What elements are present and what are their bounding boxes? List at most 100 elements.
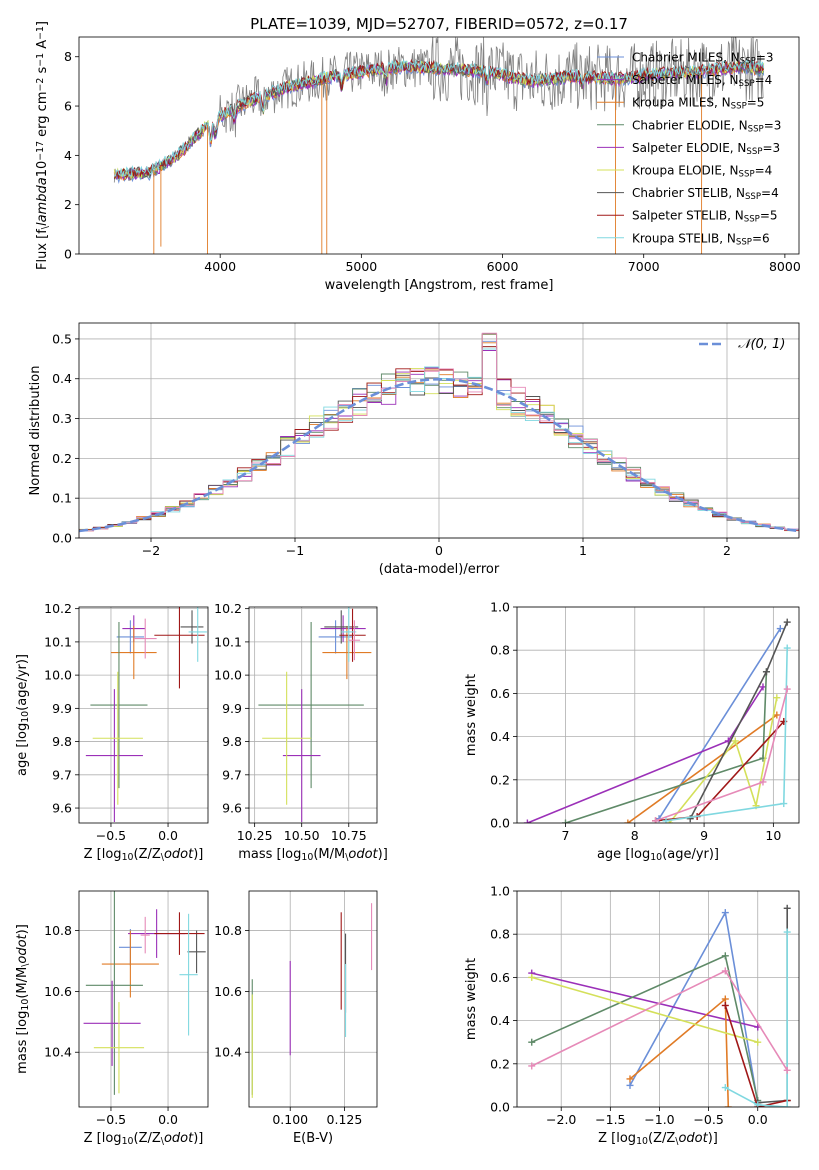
- plot-area: [528, 904, 791, 1107]
- x-tick-label: 1: [579, 543, 587, 558]
- series-point: [686, 815, 694, 823]
- x-axis-label: Z [log10(Z/Z\odot)]: [84, 847, 204, 863]
- legend-label-suffix: =4: [755, 164, 773, 178]
- x-tick-label: 2: [723, 543, 731, 558]
- series-point: [528, 973, 536, 981]
- legend-label-text: Chabrier STELIB, N: [632, 186, 745, 200]
- x-tick-label: 0.0: [158, 1112, 178, 1127]
- legend-label: Salpeter ELODIE, NSSP=3: [632, 141, 780, 157]
- x-tick-label: −2.0: [546, 1112, 576, 1127]
- x-axis-label: mass [log10(M/M\odot)]: [238, 847, 388, 863]
- y-tick-label: 9.7: [52, 767, 72, 782]
- series-point: [626, 1075, 634, 1083]
- y-axis-label: mass weight: [464, 958, 479, 1040]
- x-axis-label: Z [log10(Z/Z\odot)]: [598, 1131, 718, 1147]
- legend-label-text: Kroupa STELIB, N: [632, 231, 736, 245]
- x-axis-label: (data-model)/error: [379, 562, 500, 577]
- figure-title: PLATE=1039, MJD=52707, FIBERID=0572, z=0…: [250, 15, 628, 33]
- y-tick-label: 0: [64, 247, 72, 262]
- legend-label-text: Kroupa ELODIE, N: [632, 164, 739, 178]
- series-point: [783, 1103, 791, 1107]
- y-tick-label: 10.0: [44, 668, 72, 683]
- legend-label-sub: SSP: [746, 147, 762, 157]
- y-tick-label: 10.6: [214, 984, 242, 999]
- axes-frame: [78, 322, 800, 539]
- y-tick-label: 0.0: [52, 531, 72, 546]
- y-tick-label: 9.9: [222, 701, 242, 716]
- y-tick-label: 10.8: [44, 923, 72, 938]
- axes-8: −2.0 −1.5 −1.0 −0.5 0.0 0.0 0.2 0.4 0.6 0.8 1.0 Z […: [464, 884, 800, 1147]
- x-tick-label: −0.5: [96, 1112, 126, 1127]
- y-tick-label: 1.0: [490, 884, 510, 899]
- series-point: [783, 1066, 791, 1074]
- series-point: [721, 995, 729, 1003]
- series-point: [783, 644, 791, 652]
- legend-label-suffix: =5: [747, 96, 765, 110]
- x-tick-label: −0.5: [693, 1112, 723, 1127]
- axes-frame: [516, 606, 800, 824]
- series-point: [626, 1081, 634, 1089]
- series-point: [783, 685, 791, 693]
- x-tick-label: 5000: [345, 259, 377, 274]
- legend-label-sub: SSP: [731, 102, 747, 112]
- y-tick-label: 0.1: [52, 491, 72, 506]
- normal-curve: [79, 377, 799, 533]
- axes-7: 0.100 0.125 10.4 10.6 10.8 E(B-V): [214, 890, 378, 1146]
- axes-frame: [78, 606, 209, 824]
- x-tick-label: −1.0: [644, 1112, 674, 1127]
- y-tick-label: 0.2: [52, 451, 72, 466]
- series-point: [783, 904, 791, 912]
- y-tick-label: 10.1: [44, 634, 72, 649]
- x-tick-label: 8000: [769, 259, 801, 274]
- series-point: [783, 928, 791, 936]
- legend-label: Chabrier MILES, NSSP=3: [632, 51, 774, 67]
- legend: 𝒩(0, 1): [699, 337, 785, 352]
- plot-area: [79, 332, 799, 538]
- legend-label: Salpeter STELIB, NSSP=5: [632, 209, 778, 225]
- plot-area: [113, 37, 765, 254]
- x-tick-label: 6000: [487, 259, 519, 274]
- y-tick-label: 9.7: [222, 767, 242, 782]
- x-tick-label: 0.125: [327, 1112, 363, 1127]
- legend-label: Kroupa STELIB, NSSP=6: [632, 231, 770, 247]
- y-tick-label: 10.6: [44, 984, 72, 999]
- plot-area: [85, 607, 207, 823]
- series-line-chabrier-elodie: [565, 671, 768, 823]
- axes-1: 4000 5000 6000 7000 8000 0 2 4 6 8 wavelength [Ang…: [35, 21, 801, 293]
- legend-label-sub: SSP: [748, 124, 764, 134]
- y-tick-label: 2: [64, 197, 72, 212]
- x-tick-label: 7: [562, 828, 570, 843]
- axes-3: −0.5 0.0 9.6 9.7 9.8 9.9 10.0 10.1 10.2 Z [log10(…: [15, 601, 209, 863]
- series-point: [652, 817, 660, 823]
- axes-2: −2 −1 0 1 2 0.0 0.1 0.2 0.3 0.4 0.5 (data-model)/er…: [28, 322, 800, 577]
- legend-label-text: Salpeter MILES, N: [632, 73, 739, 87]
- series-line-kroupa-elodie: [668, 697, 778, 823]
- legend-label-sub: SSP: [740, 56, 756, 66]
- y-tick-label: 0.5: [52, 331, 72, 346]
- legend-label-text: Kroupa MILES, N: [632, 96, 731, 110]
- series-line-salpeter-elodie: [527, 686, 764, 823]
- y-tick-label: 10.4: [44, 1045, 72, 1060]
- y-tick-label: 0.0: [490, 816, 510, 831]
- x-axis-label: Z [log10(Z/Z\odot)]: [84, 1131, 204, 1147]
- series-point: [523, 819, 531, 823]
- legend-label-sub: SSP: [739, 169, 755, 179]
- y-axis-label: Flux [f\lambda10−17 erg cm−2 s−1 A−1]: [35, 21, 51, 270]
- legend-label: Chabrier STELIB, NSSP=4: [632, 186, 779, 202]
- axes-5: 7 8 9 10 0.0 0.2 0.4 0.6 0.8 1.0 age [log10(age/yr…: [464, 600, 800, 863]
- series-point: [562, 819, 570, 823]
- legend-label-text: Salpeter ELODIE, N: [632, 141, 746, 155]
- legend-label-sub: SSP: [744, 215, 760, 225]
- x-tick-label: 0.100: [272, 1112, 308, 1127]
- x-tick-label: 10: [765, 828, 781, 843]
- plot-area: [251, 903, 373, 1098]
- legend-label-suffix: =4: [755, 73, 773, 87]
- series-line-chabrier-miles: [658, 628, 781, 820]
- legend-label: Kroupa MILES, NSSP=5: [632, 96, 764, 112]
- series-point: [721, 967, 729, 975]
- series-point: [773, 694, 781, 702]
- y-tick-label: 0.6: [490, 686, 510, 701]
- series-point: [773, 711, 781, 719]
- model-spectrum-kroupa-stelib: [114, 59, 765, 177]
